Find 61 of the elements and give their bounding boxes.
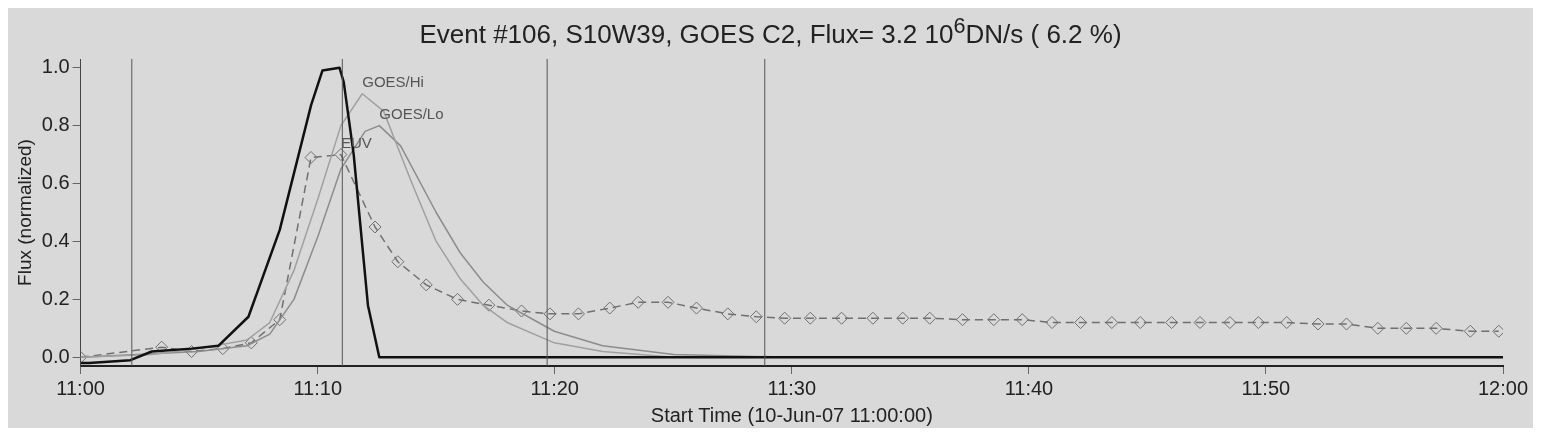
chart-title: Event #106, S10W39, GOES C2, Flux= 3.2 10$^{6}$DN/s ( 6.2 %): [418, 12, 1123, 49]
series-label: GOES/Lo: [379, 105, 444, 123]
point: [1429, 321, 1443, 335]
point: [304, 150, 318, 164]
y-tick-label: 1.0: [41, 55, 70, 78]
point: [987, 313, 1001, 327]
point: [866, 311, 880, 325]
point: [1105, 316, 1119, 330]
x-tick-label: 12:00: [1477, 376, 1529, 399]
point: [1074, 316, 1088, 330]
point: [835, 311, 849, 325]
point: [749, 310, 763, 324]
point: [482, 298, 496, 312]
point: [721, 307, 735, 321]
y-tick-label: 0.6: [41, 171, 70, 194]
point: [1311, 317, 1325, 331]
y-axis-title: Flux (normalized): [13, 139, 35, 286]
point: [1015, 313, 1029, 327]
series-label: GOES/Hi: [362, 73, 424, 91]
point: [543, 307, 557, 321]
point: [1193, 316, 1207, 330]
point: [155, 340, 169, 354]
point: [955, 313, 969, 327]
point: [451, 292, 465, 306]
point: [690, 301, 703, 315]
point: [923, 311, 937, 325]
x-tick-label: 11:50: [1241, 376, 1291, 399]
point: [1371, 321, 1385, 335]
point: [778, 311, 792, 325]
point: [603, 301, 617, 315]
point: [661, 295, 675, 309]
x-tick-label: 11:40: [1004, 376, 1054, 399]
x-axis-title: Start Time (10-Jun-07 11:00:00): [650, 403, 933, 426]
x-tick-label: 11:20: [530, 376, 579, 399]
point: [631, 295, 645, 309]
point: [1251, 316, 1265, 330]
y-tick-label: 0.2: [41, 286, 70, 309]
point: [1045, 316, 1059, 330]
x-tick-label: 11:10: [293, 376, 343, 399]
y-tick-label: 0.4: [41, 228, 70, 251]
point: [515, 304, 529, 318]
x-tick-label: 11:00: [56, 376, 105, 399]
point: [419, 278, 433, 292]
x-tick-label: 11:30: [767, 376, 817, 399]
point: [1280, 316, 1294, 330]
point: [1133, 316, 1147, 330]
point: [1165, 316, 1179, 330]
point: [244, 336, 258, 350]
y-tick-label: 0.0: [41, 344, 70, 367]
point: [1399, 321, 1413, 335]
point: [896, 311, 910, 325]
point: [273, 313, 287, 327]
point: [1463, 324, 1477, 338]
point: [334, 148, 348, 162]
point: [803, 311, 817, 325]
y-tick-label: 0.8: [41, 113, 70, 136]
point: [1340, 317, 1354, 331]
point: [368, 220, 382, 234]
point: [571, 307, 585, 321]
point: [1223, 316, 1237, 330]
point: [391, 255, 405, 269]
